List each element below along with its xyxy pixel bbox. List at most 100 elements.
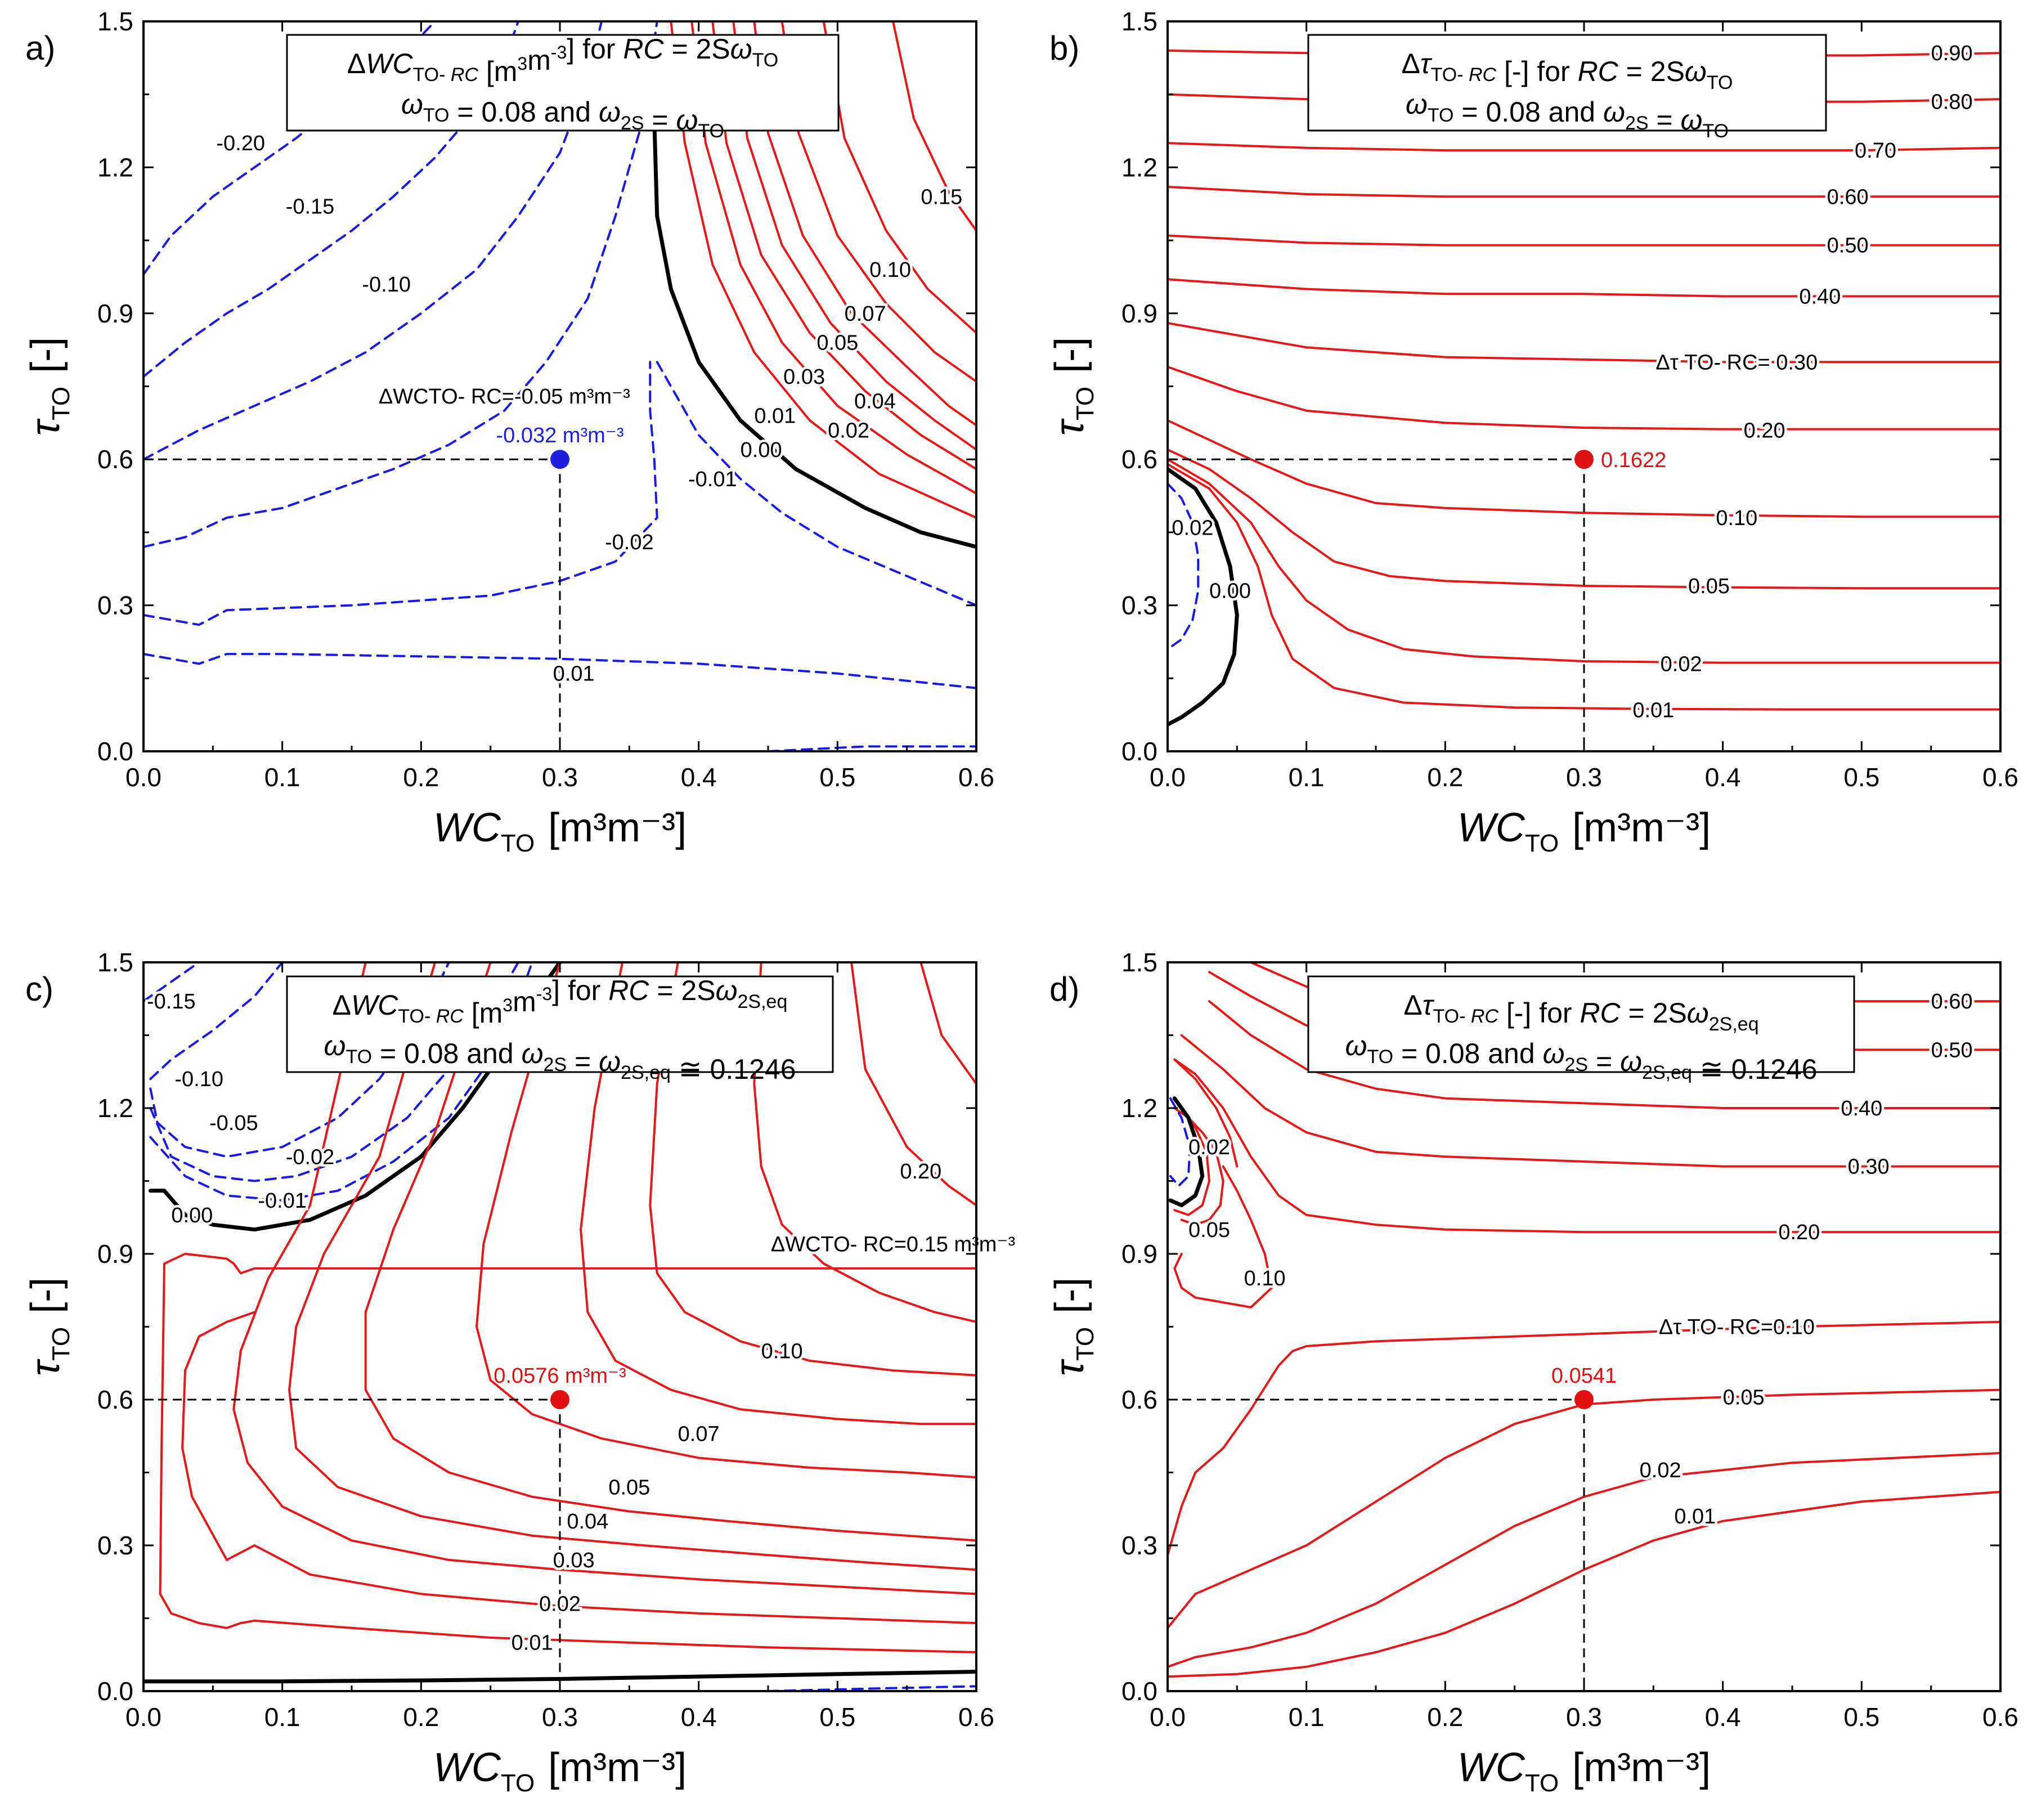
contour-line-0.10-loop — [1173, 1165, 1273, 1308]
panel-d: 0.60 0.50 0.40 0.30 0.20 Δτ TO- RC=0.10 0.05 0.… — [1047, 948, 2018, 1797]
marker-label: 0.0576 m³m⁻³ — [493, 1364, 626, 1388]
marker-point — [550, 1390, 569, 1409]
x-tick-label: 0.3 — [542, 1702, 578, 1732]
x-tick-label: 0.3 — [542, 763, 578, 792]
contour-label: 0.70 — [1855, 139, 1896, 163]
contour-line--0.02 — [1168, 482, 1200, 651]
contour-line-0.00-bottom — [767, 745, 976, 751]
marker-label: 0.0541 — [1551, 1364, 1617, 1388]
x-tick-label: 0.6 — [958, 1702, 994, 1732]
contour-line-0.20 — [1168, 365, 2000, 431]
x-tick-label: 0.6 — [1982, 1702, 2018, 1732]
contour-label: -0.01 — [258, 1189, 307, 1213]
x-tick-label: 0.2 — [1427, 1702, 1463, 1732]
contour-label: -0.15 — [286, 195, 335, 219]
panel-a: -0.20 -0.15 -0.10 ΔWCTO- RC=-0.05 m³m⁻³ -0.0… — [23, 7, 994, 857]
contour-line-0.05 — [1168, 1388, 2000, 1629]
contour-label: 0.60 — [1931, 990, 1973, 1014]
contour-label: -0.02 — [286, 1145, 335, 1169]
x-tick-label: 0.5 — [819, 763, 855, 792]
x-tick-label: 0.5 — [1843, 1702, 1879, 1732]
contour-label: 0.40 — [1799, 285, 1841, 309]
contour-line--0.20 — [143, 21, 436, 276]
x-tick-label: 0.0 — [1150, 1702, 1186, 1732]
marker-point — [550, 450, 569, 469]
contour-line-0.02 — [181, 1311, 976, 1625]
contour-label: 0.00 — [1209, 580, 1251, 603]
x-tick-label: 0.1 — [1289, 1702, 1325, 1732]
contour-line--0.01-bottom — [767, 1685, 976, 1691]
contour-line--0.15 — [143, 962, 200, 1003]
contour-label: ΔWCTO- RC=0.15 m³m⁻³ — [771, 1233, 1015, 1257]
panel-label: d) — [1049, 970, 1079, 1008]
contour-line-0.30b — [919, 962, 976, 1085]
contour-label: 0.03 — [783, 365, 825, 389]
panel-b: 0.90 0.80 0.70 0.60 0.50 0.40 Δτ TO- RC= 0.30 0… — [1047, 7, 2018, 857]
contour-line-0.20 — [753, 962, 976, 1323]
contour-label: 0.02 — [539, 1593, 581, 1616]
x-tick-label: 0.2 — [403, 763, 439, 792]
contour-line-0.10 — [580, 962, 976, 1425]
contour-line-0.02 — [1168, 458, 2000, 664]
contour-label: 0.02 — [1661, 652, 1702, 676]
y-tick-label: 0.3 — [97, 591, 133, 620]
contour-label: 0.03 — [553, 1549, 595, 1572]
y-tick-label: 1.2 — [97, 1093, 133, 1123]
contour-line-0.15 — [649, 962, 976, 1377]
contour-label: 0.05 — [816, 331, 858, 355]
legend-subtitle: ωTO = 0.08 and ω2S = ω2S,eq ≅ 0.1246 — [1345, 1030, 1817, 1085]
x-axis-label: WCTO [m³m⁻³] — [1457, 805, 1711, 857]
contour-label: 0.01 — [754, 404, 796, 428]
contour-line-0.01 — [143, 653, 976, 689]
contour-line-0.07 — [475, 962, 976, 1479]
contour-line-0.30 — [1168, 322, 2000, 364]
x-axis-label: WCTO [m³m⁻³] — [433, 805, 687, 857]
panel-label: c) — [25, 970, 53, 1008]
contour-label: 0.20 — [1778, 1221, 1820, 1244]
x-tick-label: 0.4 — [1705, 1702, 1741, 1732]
contour-line-0.03 — [232, 962, 976, 1595]
contour-label: 0.01 — [1632, 699, 1674, 723]
contour-label: 0.50 — [1931, 1038, 1973, 1062]
contour-line-0.15 — [892, 21, 976, 232]
contour-label: 0.90 — [1931, 42, 1973, 65]
x-tick-label: 0.5 — [819, 1702, 855, 1732]
x-tick-label: 0.4 — [681, 763, 717, 792]
contour-label: 0.02 — [1188, 1136, 1230, 1159]
x-tick-label: 0.0 — [1150, 763, 1186, 792]
contour-label: -0.10 — [174, 1068, 223, 1091]
contour-label: -0.02 — [605, 531, 654, 554]
contour-label: 0.02 — [1640, 1459, 1681, 1482]
y-tick-label: 0.0 — [97, 1676, 133, 1706]
legend-title: ΔτTO- RC [-] for RC = 2SωTO — [1402, 48, 1733, 93]
x-tick-label: 0.0 — [125, 763, 161, 792]
contour-line-0.02 — [690, 21, 976, 495]
contour-label: 0.20 — [900, 1160, 941, 1184]
contour-label: 0.04 — [567, 1510, 608, 1534]
contour-label: -0.10 — [362, 273, 411, 297]
y-tick-label: 0.6 — [1121, 445, 1157, 474]
legend-title: ΔWCTO- RC [m3m-3] for RC = 2Sω2S,eq — [333, 975, 788, 1029]
contour-lines — [1168, 49, 2000, 727]
contour-line-0.01 — [670, 21, 976, 519]
contour-label: 0.04 — [854, 389, 896, 413]
contour-label: -0.15 — [147, 990, 196, 1014]
marker-point — [1574, 1390, 1594, 1409]
contour-line-0.40 — [1168, 278, 2000, 298]
contour-line-0.60 — [1168, 186, 2000, 198]
y-tick-label: 1.5 — [97, 948, 133, 977]
contour-label: ΔWCTO- RC=-0.05 m³m⁻³ — [379, 385, 630, 409]
contour-line-0.03 — [711, 21, 976, 470]
contour-line-0.50 — [1168, 234, 2000, 246]
y-tick-label: 0.9 — [1121, 299, 1157, 328]
contour-label: 0.50 — [1827, 234, 1869, 258]
y-axis-label: τTO[-] — [23, 337, 75, 436]
x-tick-label: 0.6 — [1982, 763, 2018, 792]
x-tick-label: 0.4 — [1705, 763, 1741, 792]
y-tick-label: 1.2 — [97, 153, 133, 182]
contour-line-0.20 — [1173, 1058, 2000, 1234]
